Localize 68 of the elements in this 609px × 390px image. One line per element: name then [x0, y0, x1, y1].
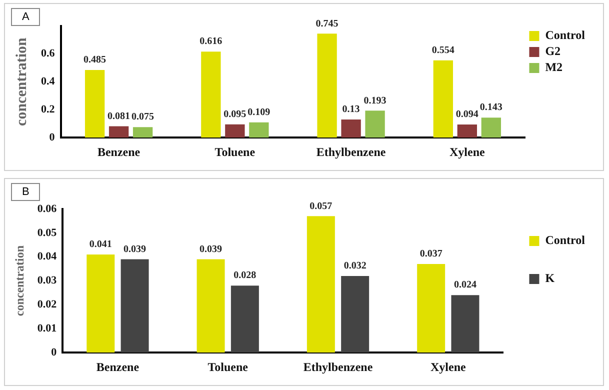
y-tick-label: 0.06 — [37, 202, 58, 215]
bar — [108, 126, 129, 138]
data-label: 0.143 — [480, 102, 502, 114]
x-tick-label: Ethylbenzene — [316, 144, 386, 159]
bar — [225, 124, 245, 138]
bar — [230, 286, 259, 353]
x-tick-label: Ethylbenzene — [303, 360, 374, 374]
y-tick-label: 0.04 — [37, 250, 58, 263]
y-tick-label: 0.4 — [41, 76, 56, 88]
data-label: 0.109 — [248, 106, 270, 118]
legend-label: Control — [545, 233, 586, 248]
data-label: 0.616 — [200, 36, 222, 48]
data-label: 0.554 — [432, 44, 454, 56]
data-label: 0.094 — [456, 109, 478, 120]
data-label: 0.075 — [132, 112, 154, 123]
bar — [86, 254, 115, 353]
bar — [201, 52, 221, 138]
y-axis-title: concentration — [14, 36, 30, 126]
bar — [365, 110, 385, 138]
legend-label: M2 — [545, 60, 563, 74]
data-label: 0.039 — [124, 244, 146, 255]
x-tick-label: Xylene — [450, 144, 486, 159]
bar — [132, 127, 153, 138]
legend-label: Control — [545, 28, 586, 42]
data-label: 0.037 — [420, 248, 442, 260]
data-label: 0.024 — [454, 280, 476, 291]
bar — [84, 70, 105, 138]
legend-label: G2 — [545, 44, 561, 58]
y-tick-label: 0 — [49, 131, 56, 144]
bar — [306, 216, 335, 353]
x-tick-label: Toluene — [208, 360, 249, 374]
chart-title: B — [11, 183, 40, 201]
data-label: 0.095 — [224, 108, 246, 120]
bar — [249, 122, 269, 138]
y-tick-label: 0.6 — [41, 48, 56, 60]
bar — [451, 295, 480, 353]
bar — [341, 276, 370, 353]
bar — [481, 118, 501, 138]
bar — [317, 34, 337, 138]
y-tick-label: 0.05 — [37, 226, 58, 239]
data-label: 0.032 — [344, 260, 366, 272]
data-label: 0.193 — [364, 95, 386, 106]
legend-label: K — [545, 271, 556, 286]
bar — [196, 259, 225, 353]
data-label: 0.13 — [342, 104, 360, 116]
data-label: 0.057 — [310, 200, 332, 212]
chart-title: A — [11, 8, 40, 26]
data-label: 0.485 — [84, 54, 106, 66]
x-tick-label: Toluene — [214, 144, 256, 159]
bar — [433, 60, 454, 138]
y-tick-label: 0.2 — [41, 104, 56, 116]
y-tick-label: 0.02 — [37, 298, 58, 311]
x-tick-label: Benzene — [96, 360, 140, 374]
data-label: 0.039 — [200, 244, 222, 255]
x-tick-label: Xylene — [430, 360, 466, 374]
y-tick-label: 0.01 — [37, 322, 57, 335]
bar — [417, 264, 446, 353]
x-tick-label: Benzene — [97, 144, 141, 159]
bar — [341, 119, 361, 138]
y-tick-label: 0 — [51, 346, 58, 358]
bar — [457, 124, 477, 138]
data-label: 0.745 — [316, 18, 338, 30]
data-label: 0.041 — [89, 239, 112, 250]
y-tick-label: 0.03 — [37, 274, 58, 287]
y-axis-title: concentration — [12, 245, 26, 316]
data-label: 0.028 — [234, 270, 256, 282]
bar — [120, 259, 149, 353]
data-label: 0.081 — [108, 110, 130, 122]
